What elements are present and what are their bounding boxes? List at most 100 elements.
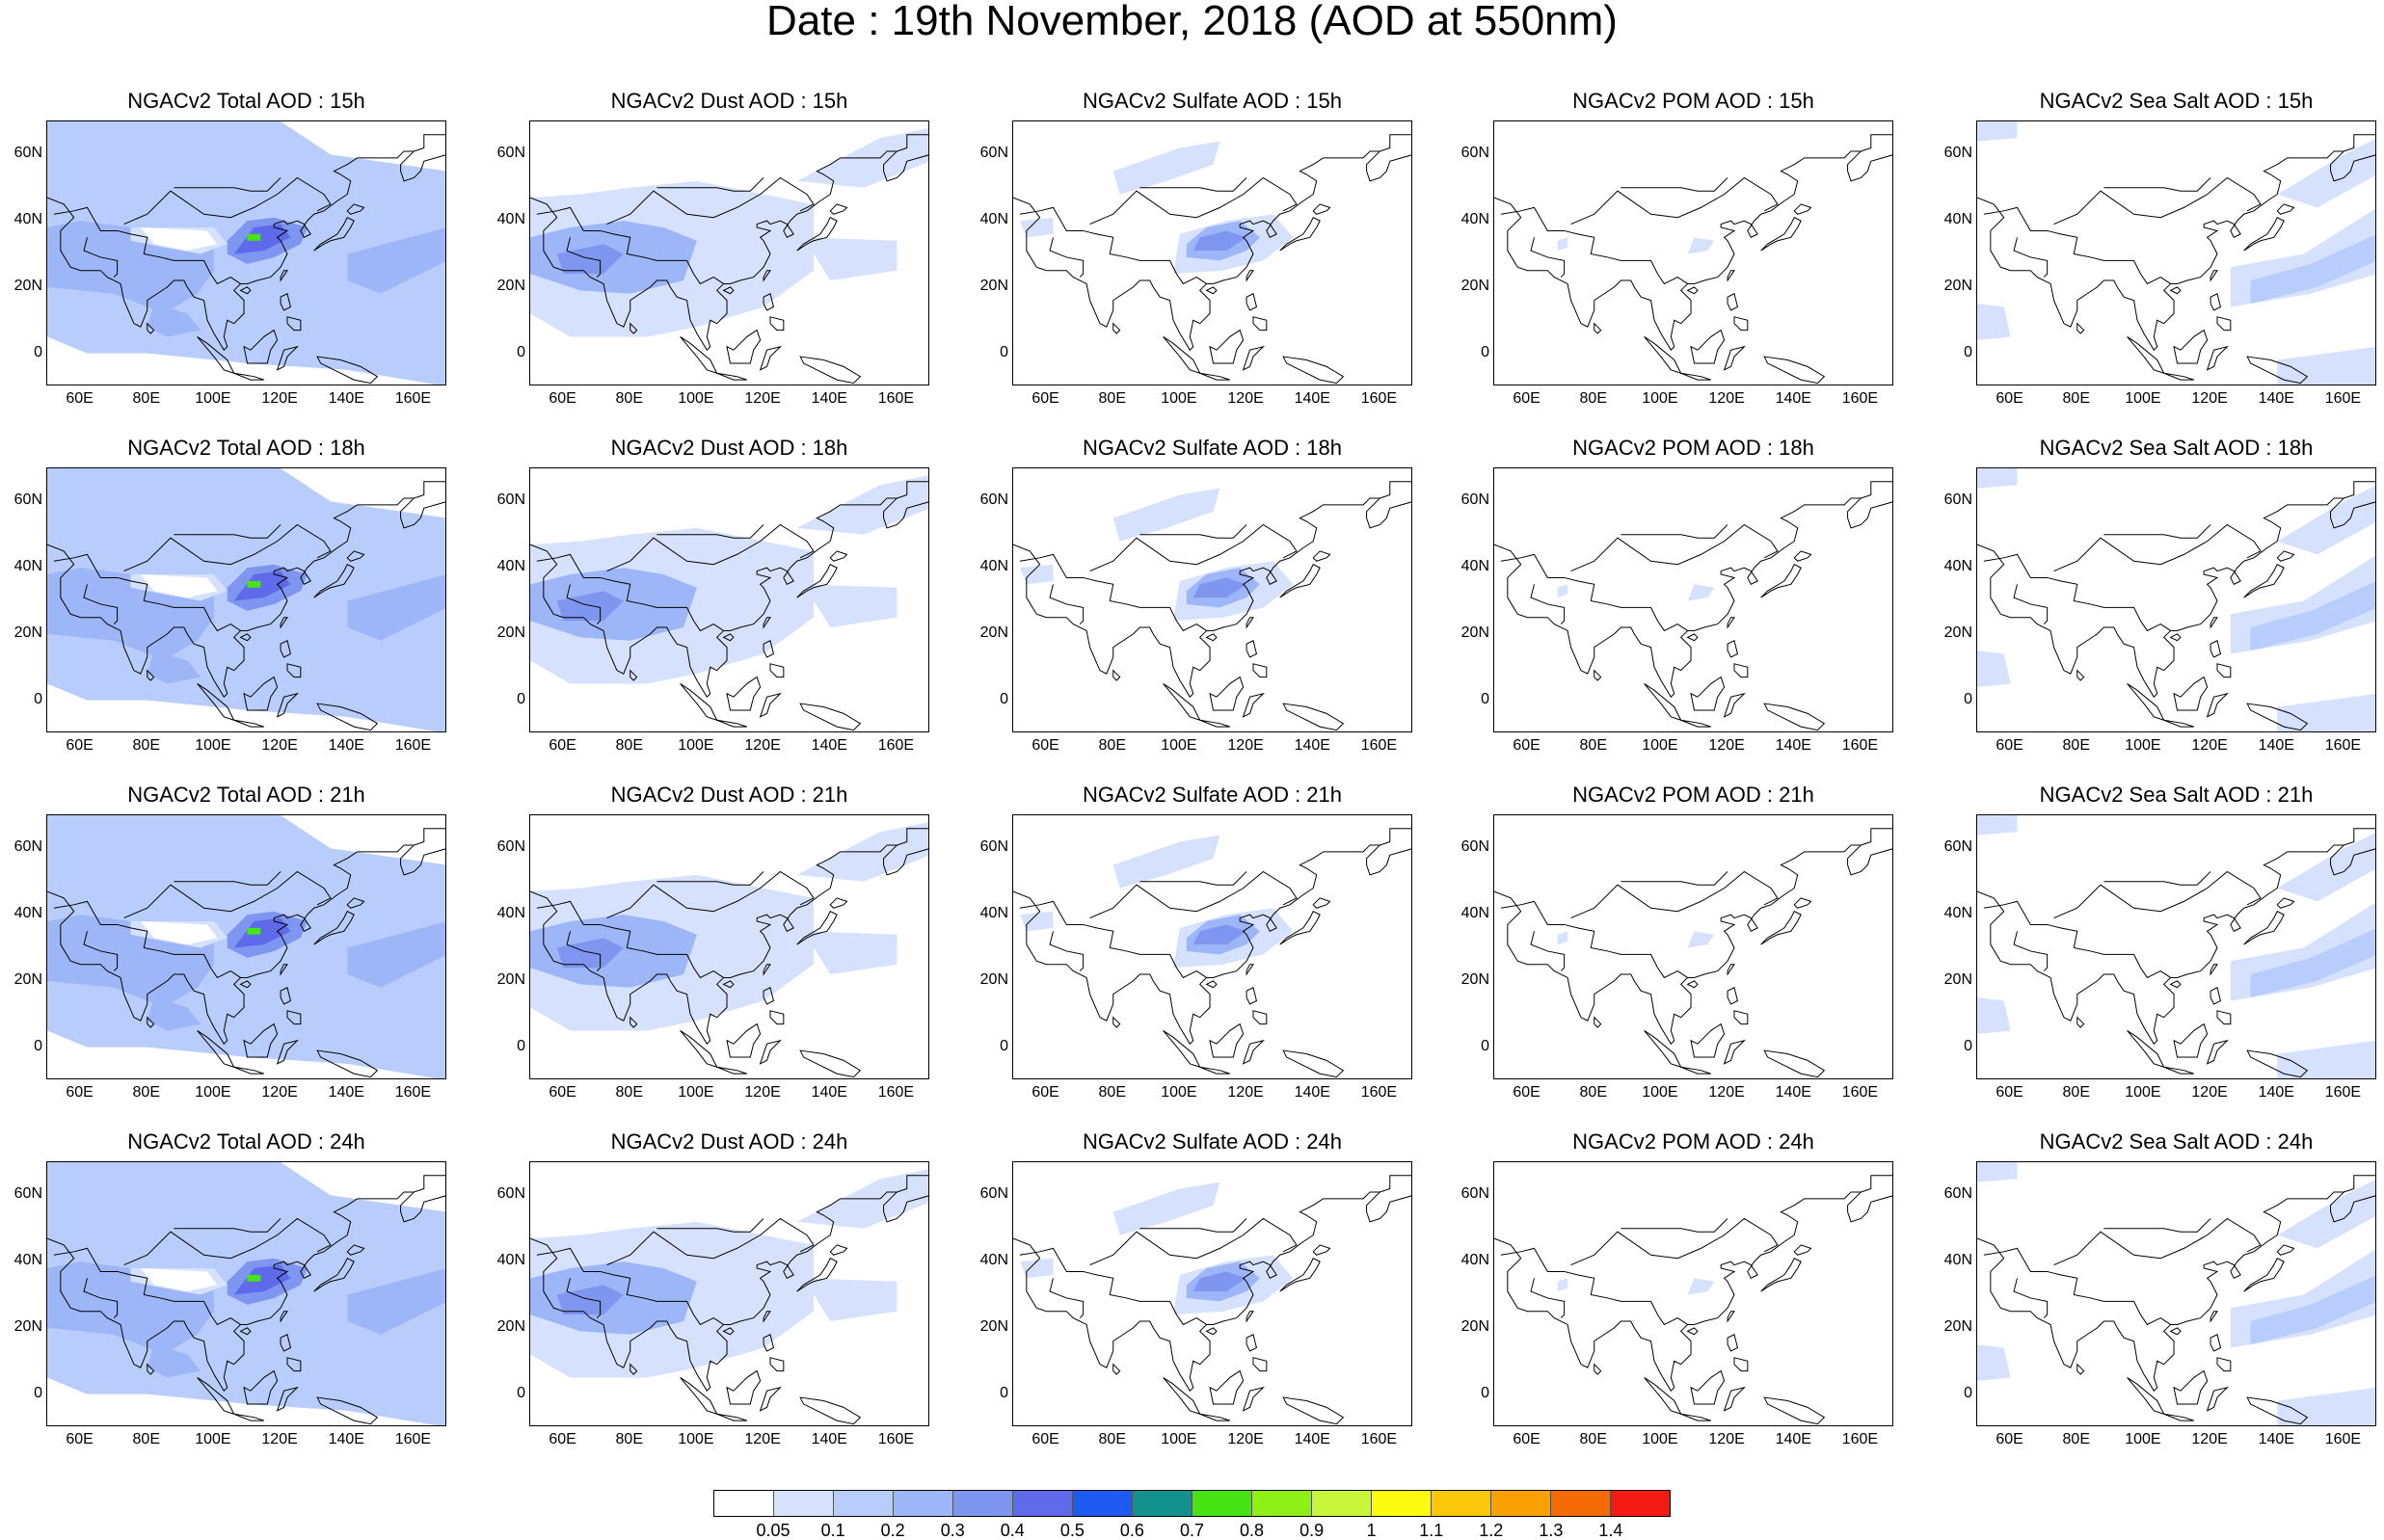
longitude-label: 100E xyxy=(1161,1431,1197,1447)
longitude-label: 120E xyxy=(2191,390,2228,407)
longitude-label: 120E xyxy=(1708,390,1745,407)
latitude-label: 0 xyxy=(1964,1384,1972,1401)
panel-title: NGACv2 Dust AOD : 21h xyxy=(610,783,848,807)
island-outline xyxy=(799,1396,862,1425)
coastline xyxy=(530,134,928,351)
longitude-label: 140E xyxy=(1294,390,1330,407)
coastline xyxy=(400,844,445,876)
coastline xyxy=(2330,497,2375,529)
latitude-label: 0 xyxy=(34,1384,42,1401)
panel-title: NGACv2 Sulfate AOD : 15h xyxy=(1082,89,1343,113)
aod-shading xyxy=(1977,1162,2018,1182)
longitude-label: 100E xyxy=(678,390,714,407)
island-outline xyxy=(759,1039,783,1065)
longitude-label: 80E xyxy=(615,1431,643,1447)
island-outline xyxy=(2127,336,2165,375)
latitude-label: 0 xyxy=(1481,1384,1489,1401)
map-panel-sulfate xyxy=(1012,120,1412,385)
coastline xyxy=(53,206,241,285)
longitude-label: 160E xyxy=(394,390,432,407)
longitude-label: 160E xyxy=(394,1431,432,1447)
panel-title: NGACv2 POM AOD : 21h xyxy=(1572,783,1814,807)
longitude-label: 80E xyxy=(2062,1084,2090,1101)
longitude-label: 60E xyxy=(66,1431,94,1447)
aod-shading xyxy=(1019,217,1054,238)
longitude-label: 160E xyxy=(1360,1084,1398,1101)
colorbar-tick-label: 0.2 xyxy=(880,1521,905,1540)
aod-shading xyxy=(1019,564,1054,585)
aod-map xyxy=(47,1162,445,1425)
latitude-label: 0 xyxy=(1000,1037,1008,1054)
island-outline xyxy=(1680,372,1711,381)
map-panel-seasalt xyxy=(1976,467,2376,732)
island-outline xyxy=(726,1022,762,1058)
island-outline xyxy=(1727,1311,1735,1323)
aod-shading xyxy=(1687,237,1715,254)
coastline xyxy=(53,900,241,979)
coastline xyxy=(1089,1217,1298,1266)
aod-map xyxy=(530,1169,928,1425)
longitude-label: 100E xyxy=(195,1084,231,1101)
latitude-label: 20N xyxy=(1943,277,1972,294)
island-outline xyxy=(1727,293,1739,311)
island-outline xyxy=(769,1010,785,1025)
island-outline xyxy=(2243,911,2285,945)
latitude-label: 40N xyxy=(496,1252,525,1269)
longitude-label: 140E xyxy=(1294,1084,1330,1101)
panel-title: NGACv2 Dust AOD : 15h xyxy=(610,89,848,113)
island-outline xyxy=(280,270,288,282)
island-outline xyxy=(1793,1244,1812,1256)
colorbar-box xyxy=(1491,1491,1551,1516)
island-outline xyxy=(2173,329,2209,364)
aod-shading xyxy=(347,227,445,294)
panel-title: NGACv2 Sea Salt AOD : 18h xyxy=(2039,436,2314,460)
longitude-label: 60E xyxy=(1996,737,2023,754)
island-outline xyxy=(726,1369,762,1405)
latitude-label: 40N xyxy=(496,211,525,228)
island-outline xyxy=(1112,322,1121,334)
colorbar-box xyxy=(1013,1491,1073,1516)
coastline xyxy=(1089,870,1298,919)
island-outline xyxy=(280,1311,288,1323)
aod-shading xyxy=(2277,1041,2375,1078)
island-outline xyxy=(799,703,862,731)
island-outline xyxy=(1246,640,1258,658)
latitude-label: 40N xyxy=(496,558,525,575)
island-outline xyxy=(2206,345,2230,371)
aod-shading xyxy=(1687,584,1715,601)
coastline xyxy=(1977,134,2375,351)
longitude-label: 60E xyxy=(1996,1431,2023,1447)
aod-shading xyxy=(147,651,201,684)
aod-shading xyxy=(1977,651,2011,687)
coastline xyxy=(2013,584,2049,624)
latitude-label: 20N xyxy=(13,1317,42,1335)
island-outline xyxy=(313,564,355,598)
coastline xyxy=(2053,176,2262,226)
longitude-label: 160E xyxy=(2324,1431,2362,1447)
latitude-label: 40N xyxy=(1943,558,1972,575)
coastline xyxy=(2013,237,2049,278)
island-outline xyxy=(2076,669,2085,681)
coastline xyxy=(1983,553,2171,632)
island-outline xyxy=(1733,1010,1749,1025)
aod-shading xyxy=(1977,997,2011,1034)
latitude-label: 40N xyxy=(13,905,42,922)
aod-shading xyxy=(233,224,291,254)
island-outline xyxy=(1282,356,1345,385)
latitude-label: 0 xyxy=(1481,690,1489,707)
panel-title: NGACv2 POM AOD : 15h xyxy=(1572,89,1814,113)
coastline xyxy=(123,523,332,572)
colorbar-box xyxy=(1133,1491,1192,1516)
longitude-label: 60E xyxy=(1031,1084,1059,1101)
coastline xyxy=(1494,1175,1892,1392)
coastline xyxy=(1013,134,1411,351)
longitude-label: 140E xyxy=(1775,737,1811,754)
longitude-label: 140E xyxy=(811,737,847,754)
longitude-label: 160E xyxy=(1841,1431,1879,1447)
coastline xyxy=(174,524,281,539)
latitude-label: 20N xyxy=(1943,624,1972,641)
island-outline xyxy=(1686,1327,1699,1336)
island-outline xyxy=(629,322,638,334)
island-outline xyxy=(1199,1413,1230,1421)
latitude-label: 40N xyxy=(13,558,42,575)
